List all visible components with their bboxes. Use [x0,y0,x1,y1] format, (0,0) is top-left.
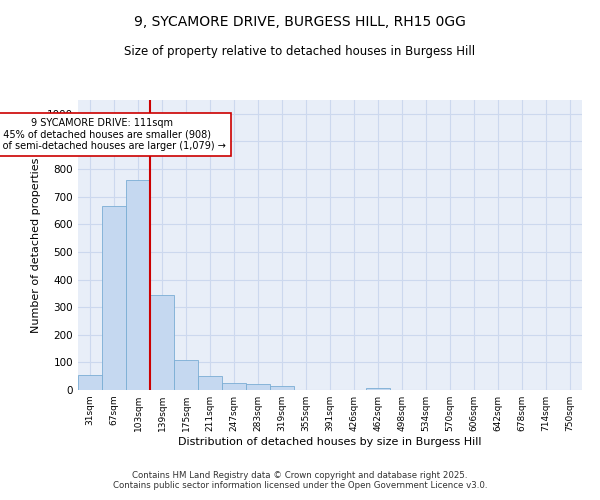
Bar [78,375,102,390]
Text: Contains HM Land Registry data © Crown copyright and database right 2025.
Contai: Contains HM Land Registry data © Crown c… [113,470,487,490]
Bar [102,206,126,390]
Bar [174,360,198,390]
Text: Size of property relative to detached houses in Burgess Hill: Size of property relative to detached ho… [124,45,476,58]
Bar [222,382,246,390]
Bar [366,388,390,390]
Text: 9, SYCAMORE DRIVE, BURGESS HILL, RH15 0GG: 9, SYCAMORE DRIVE, BURGESS HILL, RH15 0G… [134,15,466,29]
Bar [126,180,150,390]
Bar [198,376,222,390]
Y-axis label: Number of detached properties: Number of detached properties [31,158,41,332]
Text: 9 SYCAMORE DRIVE: 111sqm
← 45% of detached houses are smaller (908)
54% of semi-: 9 SYCAMORE DRIVE: 111sqm ← 45% of detach… [0,118,226,151]
X-axis label: Distribution of detached houses by size in Burgess Hill: Distribution of detached houses by size … [178,437,482,447]
Bar [246,384,270,390]
Bar [150,294,174,390]
Bar [270,386,294,390]
